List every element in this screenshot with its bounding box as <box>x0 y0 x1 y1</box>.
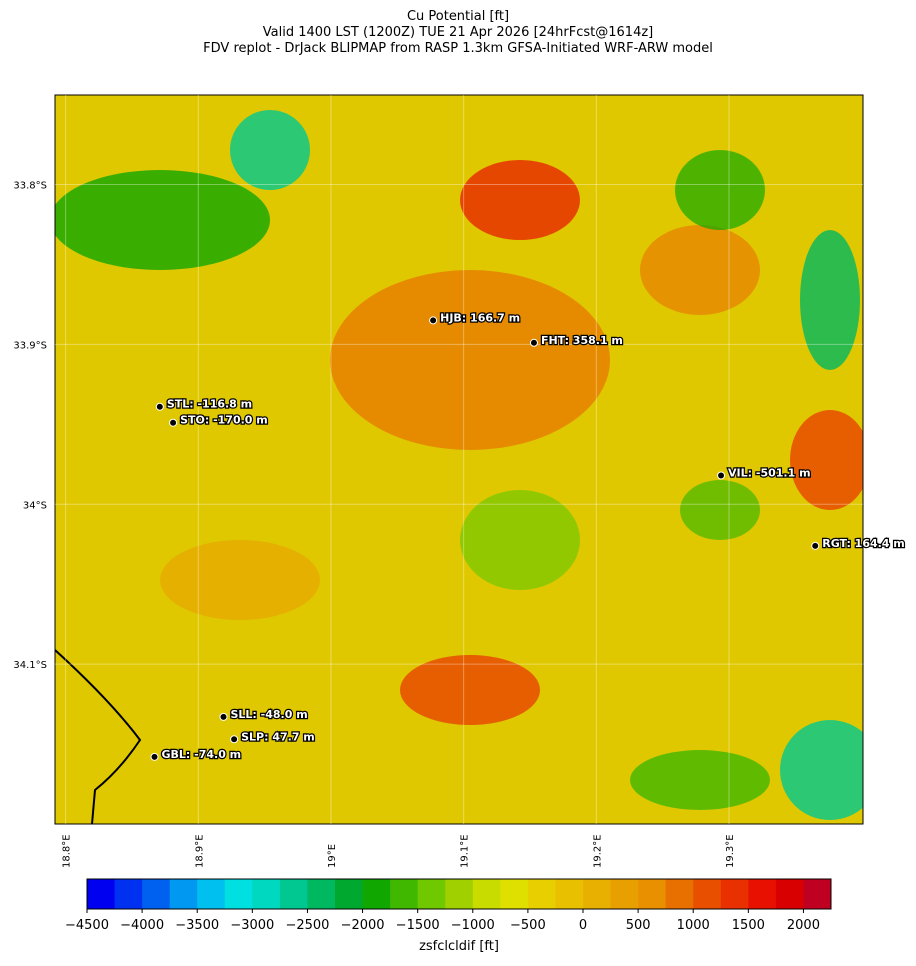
x-tick-label: 19°E <box>327 844 338 868</box>
x-tick-label: 18.8°E <box>62 834 73 868</box>
colorbar-tick-label: 0 <box>579 918 587 933</box>
station-marker <box>529 338 538 347</box>
colorbar-segment <box>693 879 722 909</box>
x-tick-label: 19.1°E <box>460 834 471 868</box>
title: Cu Potential [ft] <box>407 9 509 24</box>
colorbar-segment <box>390 879 419 909</box>
station-label: GBL: -74.0 m <box>162 748 242 761</box>
colorbar-tick-label: −3000 <box>230 918 274 933</box>
station-marker <box>230 735 239 744</box>
station-marker <box>169 418 178 427</box>
colorbar-segment <box>224 879 253 909</box>
colorbar-segment <box>665 879 694 909</box>
colorbar-segment <box>445 879 474 909</box>
station-label: SLL: -48.0 m <box>230 708 307 721</box>
x-tick-label: 19.3°E <box>725 834 736 868</box>
colorbar-label: zsfclcldif [ft] <box>419 939 499 954</box>
colorbar-segment <box>417 879 446 909</box>
y-tick-label: 33.8°S <box>13 181 47 192</box>
station-label: SLP: 47.7 m <box>241 730 315 743</box>
y-tick-label: 34.1°S <box>13 660 47 671</box>
colorbar-segment <box>472 879 501 909</box>
colorbar-frame <box>86 878 832 910</box>
colorbar-segment <box>527 879 556 909</box>
colorbar-tick-label: −3500 <box>175 918 219 933</box>
colorbar-tick-label: 1500 <box>732 918 765 933</box>
colorbar-segment <box>720 879 749 909</box>
station-marker <box>219 712 228 721</box>
colorbar-segment <box>638 879 667 909</box>
colorbar-tick-label: 500 <box>626 918 651 933</box>
colorbar-segment <box>610 879 639 909</box>
y-tick-label: 34°S <box>23 500 47 511</box>
colorbar-tick-label: −1000 <box>451 918 495 933</box>
colorbar-tick-label: −2500 <box>285 918 329 933</box>
station-label: FHT: 358.1 m <box>541 334 623 347</box>
colorbar-segment <box>775 879 804 909</box>
x-tick-label: 18.9°E <box>194 834 205 868</box>
colorbar-tick-label: 1000 <box>677 918 710 933</box>
station-label: STO: -170.0 m <box>180 414 268 427</box>
station-label: VIL: -501.1 m <box>728 466 811 479</box>
colorbar-segment <box>500 879 529 909</box>
station-label: HJB: 166.7 m <box>440 311 520 324</box>
station-marker <box>429 316 438 325</box>
colorbar-segment <box>307 879 336 909</box>
colorbar-segment <box>748 879 777 909</box>
subtitle: FDV replot - DrJack BLIPMAP from RASP 1.… <box>203 41 713 56</box>
colorbar-segment <box>252 879 281 909</box>
subtitle: Valid 1400 LST (1200Z) TUE 21 Apr 2026 [… <box>263 25 654 40</box>
station-marker <box>150 752 159 761</box>
colorbar-segment <box>362 879 391 909</box>
station-marker <box>717 471 726 480</box>
colorbar-tick-label: −500 <box>510 918 546 933</box>
colorbar-segment <box>803 879 832 909</box>
colorbar-segment <box>335 879 364 909</box>
colorbar-segment <box>142 879 171 909</box>
colorbar-segment <box>555 879 584 909</box>
y-tick-label: 33.9°S <box>13 340 47 351</box>
map-frame <box>54 94 864 825</box>
colorbar-tick-label: −2000 <box>341 918 385 933</box>
colorbar-segment <box>583 879 612 909</box>
colorbar-segment <box>279 879 308 909</box>
station-label: RGT: 164.4 m <box>822 537 905 550</box>
colorbar-tick-label: −4500 <box>65 918 109 933</box>
station-marker <box>155 402 164 411</box>
colorbar-tick-label: −1500 <box>396 918 440 933</box>
colorbar-tick-label: 2000 <box>787 918 820 933</box>
station-marker <box>811 541 820 550</box>
colorbar-segment <box>114 879 143 909</box>
colorbar-segment <box>87 879 116 909</box>
colorbar-tick-label: −4000 <box>120 918 164 933</box>
station-label: STL: -116.8 m <box>167 398 252 411</box>
map-field <box>55 95 863 824</box>
colorbar-segment <box>169 879 198 909</box>
colorbar-segment <box>197 879 226 909</box>
x-tick-label: 19.2°E <box>592 834 603 868</box>
